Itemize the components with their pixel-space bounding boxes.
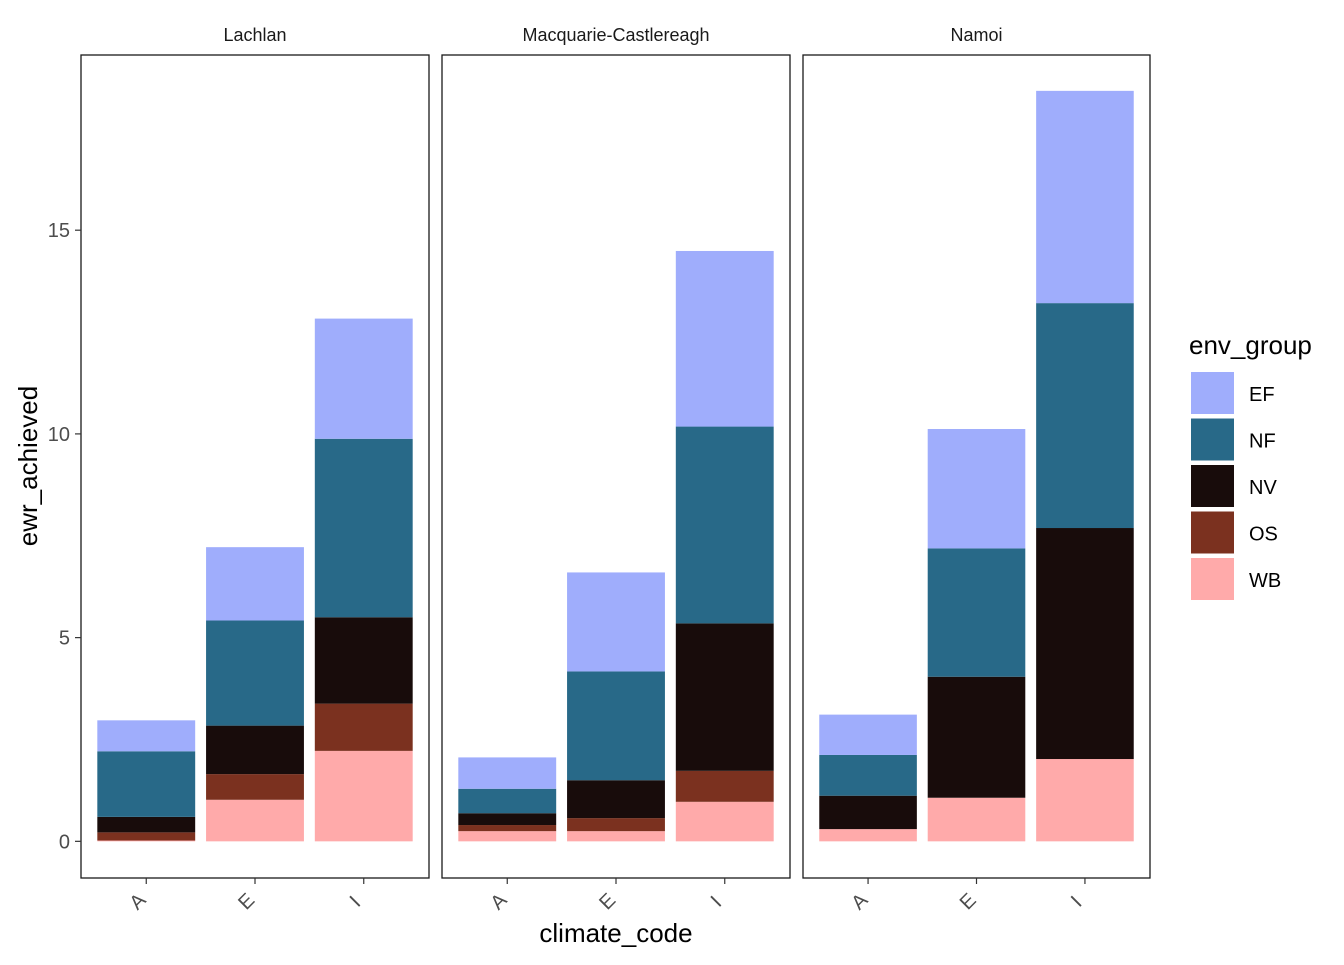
- bar-segment-wb: [314, 750, 413, 842]
- bar-segment-wb: [458, 831, 557, 842]
- bar-segment-nv: [567, 780, 665, 819]
- bar-segment-os: [206, 774, 304, 800]
- y-tick-label: 0: [59, 831, 70, 853]
- y-tick-label: 10: [48, 424, 70, 446]
- x-tick-label: E: [595, 889, 620, 914]
- bar-segment-ef: [97, 720, 196, 752]
- bar-segment-os: [314, 703, 413, 751]
- bar-segment-ef: [927, 429, 1026, 549]
- bar-segment-os: [458, 825, 557, 832]
- legend-label-wb: WB: [1249, 570, 1281, 592]
- bar-segment-ef: [314, 318, 413, 439]
- x-axis-title: climate_code: [539, 918, 692, 948]
- bar-segment-nv: [1036, 528, 1134, 760]
- legend-swatch-os: [1191, 511, 1234, 554]
- bar-segment-nf: [1036, 303, 1134, 529]
- facet-strip-label: Lachlan: [223, 25, 286, 45]
- x-tick-label: A: [847, 889, 872, 914]
- bar-segment-nf: [458, 788, 557, 814]
- bar-segment-nv: [206, 725, 304, 775]
- legend-label-nf: NF: [1249, 431, 1276, 453]
- bar-segment-nv: [675, 623, 774, 771]
- bar-segment-nv: [819, 795, 917, 830]
- bar-segment-nf: [819, 754, 917, 796]
- bar-segment-nf: [927, 548, 1026, 677]
- bar-segment-wb: [675, 801, 774, 842]
- bar-segment-nv: [458, 813, 557, 826]
- bar-segment-os: [675, 770, 774, 802]
- x-tick-label: E: [956, 889, 981, 914]
- bar-segment-ef: [675, 250, 774, 427]
- bar-segment-os: [567, 818, 665, 832]
- x-tick-label: A: [126, 889, 151, 914]
- bar-segment-nf: [314, 438, 413, 618]
- legend-swatch-nf: [1191, 418, 1234, 461]
- x-tick-label: A: [487, 889, 512, 914]
- bar-segment-wb: [97, 840, 196, 842]
- bar-segment-ef: [567, 572, 665, 672]
- legend-label-os: OS: [1249, 524, 1278, 546]
- legend-title: env_group: [1189, 330, 1312, 360]
- bar-segment-ef: [1036, 90, 1134, 304]
- y-axis-title: ewr_achieved: [13, 386, 43, 546]
- bar-segment-ef: [206, 547, 304, 621]
- x-tick-label: I: [707, 892, 726, 911]
- bar-segment-wb: [819, 829, 917, 842]
- legend-label-nv: NV: [1249, 477, 1277, 499]
- bar-segment-wb: [206, 799, 304, 842]
- bar-segment-wb: [567, 831, 665, 842]
- bar-segment-ef: [819, 714, 917, 755]
- bar-segment-nf: [97, 751, 196, 817]
- legend-label-ef: EF: [1249, 384, 1275, 406]
- x-tick-label: E: [234, 889, 259, 914]
- x-tick-label: I: [1067, 892, 1086, 911]
- facet-strip-label: Macquarie-Castlereagh: [522, 25, 709, 45]
- bar-segment-nf: [567, 671, 665, 781]
- bar-segment-nf: [206, 620, 304, 726]
- legend-swatch-nv: [1191, 465, 1234, 507]
- bar-segment-os: [97, 832, 196, 841]
- bar-segment-wb: [927, 797, 1026, 842]
- y-tick-label: 15: [48, 220, 70, 242]
- y-tick-label: 5: [59, 628, 70, 650]
- legend-swatch-wb: [1191, 558, 1234, 600]
- bar-segment-nf: [675, 426, 774, 624]
- bar-segment-nv: [314, 617, 413, 704]
- legend-swatch-ef: [1191, 372, 1234, 414]
- bar-segment-nv: [97, 816, 196, 833]
- bar-segment-ef: [458, 757, 557, 789]
- bar-segment-nv: [927, 676, 1026, 798]
- facet-strip-label: Namoi: [950, 25, 1002, 45]
- bar-segment-wb: [1036, 759, 1134, 842]
- x-tick-label: I: [346, 892, 365, 911]
